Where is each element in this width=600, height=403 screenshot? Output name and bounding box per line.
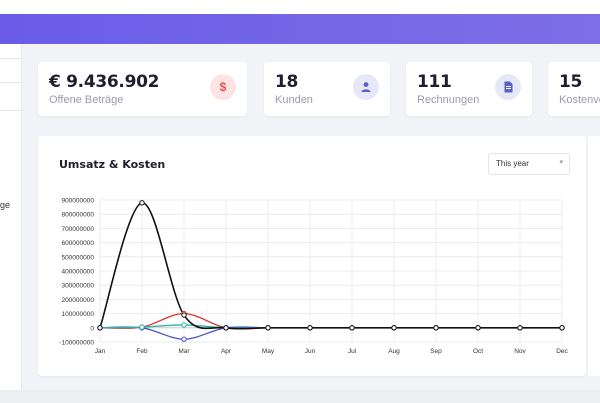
document-icon-glyph: [504, 81, 512, 93]
top-strip: [0, 0, 600, 14]
data-point: [349, 325, 355, 331]
dollar-icon: $: [210, 74, 236, 100]
data-point: [97, 325, 103, 331]
stat-value: 111: [417, 72, 452, 92]
chevron-down-icon: ▾: [559, 159, 563, 166]
series-line: [99, 202, 562, 330]
data-point: [181, 336, 187, 342]
x-tick-label: Aug: [388, 348, 400, 355]
line-chart: 900000000 800000000 700000000 600000000 5000…: [59, 198, 568, 356]
sidebar-divider: [0, 110, 21, 111]
sidebar: ge: [0, 44, 22, 390]
x-tick-label: Dec: [556, 348, 568, 355]
data-point: [475, 325, 481, 331]
data-point: [139, 200, 145, 206]
y-tick-label: 700000000: [61, 226, 94, 233]
sidebar-divider: [0, 82, 21, 83]
x-tick-label: Jul: [348, 348, 357, 355]
sidebar-divider: [0, 58, 21, 59]
user-icon: [353, 74, 379, 100]
data-point: [517, 325, 523, 331]
data-point: [181, 322, 187, 328]
sidebar-item-label[interactable]: ge: [0, 200, 11, 210]
x-tick-label: Nov: [514, 348, 526, 355]
x-tick-label: Jan: [95, 348, 106, 355]
y-tick-label: 0: [90, 325, 94, 332]
series-line: [99, 312, 562, 330]
stat-label: Kunden: [275, 94, 313, 106]
y-tick-label: 200000000: [61, 297, 94, 304]
x-tick-label: Oct: [473, 348, 483, 355]
right-panel: [588, 136, 600, 376]
data-point: [559, 325, 565, 331]
stat-value: 15: [559, 72, 583, 92]
data-point: [223, 325, 229, 331]
header-bar: [0, 14, 600, 44]
stat-label: Kostenvo: [559, 94, 600, 106]
range-select[interactable]: This year ▾: [488, 153, 570, 175]
user-icon-glyph: [361, 82, 371, 92]
data-point: [391, 325, 397, 331]
stat-card-customers[interactable]: 18 Kunden: [264, 62, 390, 116]
document-icon: [495, 74, 521, 100]
chart-title: Umsatz & Kosten: [59, 158, 166, 171]
y-tick-label: 500000000: [61, 254, 94, 261]
y-tick-label: 600000000: [61, 240, 94, 247]
data-point: [181, 312, 187, 318]
stat-card-invoices[interactable]: 111 Rechnungen: [406, 62, 532, 116]
revenue-cost-chart-card: Umsatz & Kosten This year ▾ 900000000 800…: [38, 136, 586, 376]
x-tick-label: Feb: [136, 348, 148, 355]
y-tick-label: 800000000: [61, 212, 94, 219]
data-point: [265, 325, 271, 331]
range-select-value: This year: [496, 159, 529, 168]
stat-value: 18: [275, 72, 299, 92]
stat-card-open-amounts[interactable]: € 9.436.902 Offene Beträge $: [38, 62, 247, 116]
x-tick-label: Mar: [178, 348, 190, 355]
x-tick-label: Jun: [305, 348, 316, 355]
stat-label: Offene Beträge: [49, 94, 124, 106]
series-line: [99, 326, 562, 340]
stat-label: Rechnungen: [417, 94, 480, 106]
y-tick-label: 900000000: [61, 198, 94, 205]
data-point: [139, 324, 145, 330]
y-tick-label: -100000000: [59, 340, 94, 347]
y-tick-label: 400000000: [61, 269, 94, 276]
x-tick-label: Apr: [221, 348, 232, 355]
y-tick-label: 300000000: [61, 283, 94, 290]
y-tick-label: 100000000: [61, 311, 94, 318]
stat-value: € 9.436.902: [49, 72, 160, 92]
data-point: [307, 325, 313, 331]
x-tick-label: May: [262, 348, 275, 355]
footer-bar: [0, 390, 600, 403]
x-tick-label: Sep: [430, 348, 442, 355]
stat-card-costs[interactable]: 15 Kostenvo: [548, 62, 600, 116]
data-point: [433, 325, 439, 331]
